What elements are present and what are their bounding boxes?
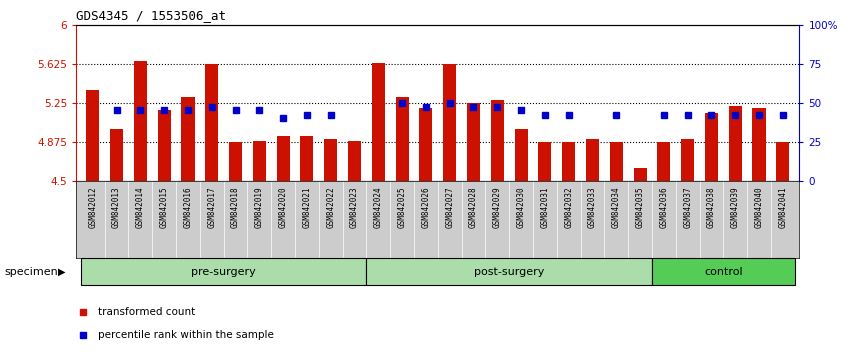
Text: pre-surgery: pre-surgery: [191, 267, 256, 277]
Bar: [229, 142, 242, 181]
Text: GSM842015: GSM842015: [160, 187, 168, 228]
Text: GSM842031: GSM842031: [541, 187, 549, 228]
Text: GSM842020: GSM842020: [278, 187, 288, 228]
Text: control: control: [704, 267, 743, 277]
Bar: [657, 142, 670, 181]
Text: percentile rank within the sample: percentile rank within the sample: [98, 330, 274, 339]
Text: GSM842018: GSM842018: [231, 187, 240, 228]
Bar: [562, 142, 575, 181]
Text: GSM842025: GSM842025: [398, 187, 407, 228]
Text: GSM842041: GSM842041: [778, 187, 788, 228]
Text: GSM842012: GSM842012: [88, 187, 97, 228]
Text: specimen: specimen: [4, 267, 58, 277]
Text: GDS4345 / 1553506_at: GDS4345 / 1553506_at: [76, 9, 226, 22]
Bar: [134, 61, 147, 181]
Text: GSM842034: GSM842034: [612, 187, 621, 228]
Text: GSM842037: GSM842037: [683, 187, 692, 228]
Bar: [777, 142, 789, 181]
Bar: [181, 97, 195, 181]
Bar: [324, 139, 338, 181]
Bar: [728, 106, 742, 181]
Text: GSM842019: GSM842019: [255, 187, 264, 228]
Bar: [253, 141, 266, 181]
Bar: [81, 258, 366, 285]
Bar: [86, 90, 99, 181]
Bar: [586, 139, 599, 181]
Text: GSM842017: GSM842017: [207, 187, 217, 228]
Text: GSM842022: GSM842022: [327, 187, 335, 228]
Bar: [348, 141, 361, 181]
Bar: [538, 142, 552, 181]
Text: GSM842032: GSM842032: [564, 187, 574, 228]
Bar: [610, 142, 623, 181]
Bar: [681, 139, 695, 181]
Bar: [514, 129, 528, 181]
Bar: [752, 108, 766, 181]
Text: post-surgery: post-surgery: [474, 267, 544, 277]
Text: GSM842040: GSM842040: [755, 187, 764, 228]
Text: GSM842033: GSM842033: [588, 187, 597, 228]
Text: GSM842014: GSM842014: [136, 187, 145, 228]
Bar: [705, 113, 718, 181]
Text: GSM842024: GSM842024: [374, 187, 383, 228]
Bar: [420, 108, 432, 181]
Text: GSM842039: GSM842039: [731, 187, 739, 228]
Text: GSM842038: GSM842038: [707, 187, 716, 228]
Bar: [371, 63, 385, 181]
Text: GSM842016: GSM842016: [184, 187, 193, 228]
Text: GSM842013: GSM842013: [112, 187, 121, 228]
Text: GSM842021: GSM842021: [302, 187, 311, 228]
Text: GSM842023: GSM842023: [350, 187, 359, 228]
Text: GSM842030: GSM842030: [517, 187, 525, 228]
Text: GSM842035: GSM842035: [635, 187, 645, 228]
Text: transformed count: transformed count: [98, 307, 195, 317]
Bar: [634, 168, 646, 181]
Bar: [277, 136, 289, 181]
Text: GSM842036: GSM842036: [659, 187, 668, 228]
Text: GSM842027: GSM842027: [445, 187, 454, 228]
Bar: [652, 258, 794, 285]
Bar: [366, 258, 652, 285]
Bar: [206, 64, 218, 181]
Text: GSM842028: GSM842028: [469, 187, 478, 228]
Bar: [491, 99, 504, 181]
Bar: [157, 110, 171, 181]
Text: GSM842026: GSM842026: [421, 187, 431, 228]
Bar: [110, 129, 124, 181]
Text: GSM842029: GSM842029: [492, 187, 502, 228]
Bar: [300, 136, 314, 181]
Bar: [467, 103, 480, 181]
Text: ▶: ▶: [58, 267, 65, 277]
Bar: [396, 97, 409, 181]
Bar: [443, 64, 456, 181]
